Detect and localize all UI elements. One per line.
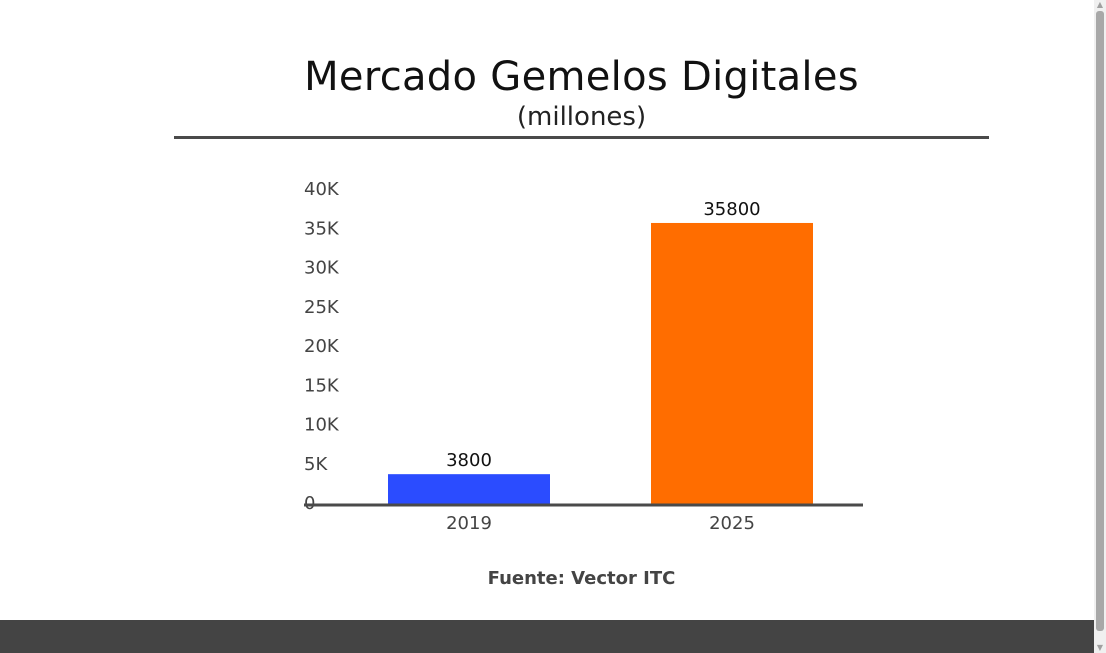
scrollbar-thumb[interactable]	[1096, 11, 1104, 631]
y-tick-label: 30K	[304, 258, 340, 279]
vertical-scrollbar[interactable]: ▲ ▼	[1094, 0, 1106, 653]
source-note: Fuente: Vector ITC	[487, 568, 676, 589]
scroll-up-icon[interactable]: ▲	[1096, 0, 1104, 9]
y-tick-label: 15K	[304, 375, 340, 396]
title-divider	[174, 136, 989, 139]
scroll-down-icon[interactable]: ▼	[1096, 643, 1104, 652]
y-tick-label: 20K	[304, 336, 340, 357]
y-tick-label: 35K	[304, 218, 340, 239]
bar-chart: 05K10K15K20K25K30K35K40K3800201935800202…	[304, 179, 863, 534]
y-tick-label: 40K	[304, 179, 340, 200]
data-label-2025: 35800	[703, 199, 760, 220]
x-tick-label-2019: 2019	[446, 513, 492, 534]
y-tick-label: 10K	[304, 415, 340, 436]
chart-title: Mercado Gemelos Digitales	[304, 54, 859, 100]
y-tick-label: 25K	[304, 297, 340, 318]
bar-2019	[388, 474, 550, 504]
y-tick-label: 5K	[304, 454, 328, 475]
bar-2025	[651, 222, 813, 504]
data-label-2019: 3800	[446, 450, 492, 471]
footer-band	[0, 620, 1094, 653]
x-tick-label-2025: 2025	[709, 513, 755, 534]
chart-subtitle: (millones)	[516, 102, 647, 132]
